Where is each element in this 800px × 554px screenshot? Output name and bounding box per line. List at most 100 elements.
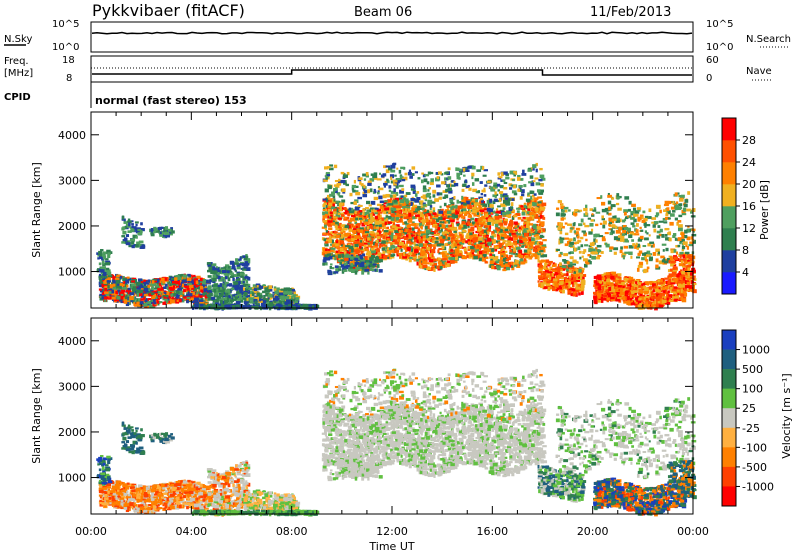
power-cell — [107, 270, 111, 274]
power-cell — [293, 295, 298, 299]
power-cell — [398, 235, 402, 238]
power-cell — [508, 187, 513, 190]
power-cell — [159, 301, 163, 304]
power-cell — [135, 223, 138, 227]
power-cell — [381, 209, 386, 213]
power-cell — [267, 303, 270, 306]
power-cell — [352, 215, 357, 219]
power-cell — [427, 189, 430, 192]
power-cell — [99, 293, 105, 296]
power-cell — [337, 209, 342, 212]
power-cell — [216, 275, 219, 279]
power-cell — [334, 189, 338, 194]
power-cell — [414, 216, 418, 219]
power-cell — [410, 214, 414, 217]
power-cell — [105, 267, 110, 272]
power-cell — [420, 225, 423, 230]
power-cell — [254, 300, 257, 305]
power-cell — [454, 254, 457, 257]
power-cell — [336, 182, 342, 186]
power-cell — [187, 291, 190, 295]
power-cell — [127, 287, 131, 291]
power-cell — [536, 204, 540, 208]
power-cell — [211, 296, 216, 300]
power-cell — [229, 276, 234, 279]
power-cell — [397, 245, 403, 248]
power-cell — [322, 232, 327, 235]
power-cell — [534, 251, 540, 255]
power-cell — [360, 240, 363, 243]
power-cell — [422, 188, 427, 193]
power-cell — [450, 243, 455, 248]
power-cell — [370, 246, 374, 249]
power-cell — [162, 294, 167, 298]
power-cell — [417, 205, 422, 210]
power-cell — [374, 207, 379, 210]
power-cell — [468, 255, 472, 259]
power-cell — [410, 184, 416, 188]
power-cell — [146, 298, 150, 302]
power-cell — [355, 217, 360, 221]
power-cell — [166, 280, 169, 283]
power-cell — [143, 296, 146, 300]
power-cell — [330, 214, 333, 218]
power-cell — [167, 289, 171, 292]
power-cell — [160, 226, 164, 230]
power-cell — [513, 240, 516, 243]
power-cell — [526, 245, 530, 249]
power-cell — [397, 236, 401, 240]
power-cell — [154, 287, 158, 290]
power-cell — [99, 253, 103, 257]
power-cell — [326, 198, 329, 201]
power-cell — [405, 216, 410, 220]
power-cell — [504, 212, 510, 215]
power-cell — [507, 197, 511, 202]
power-cell — [478, 196, 484, 200]
power-cell — [371, 211, 375, 215]
power-cell — [398, 252, 403, 256]
power-cell — [130, 220, 134, 223]
power-cell — [407, 229, 411, 233]
power-cell — [433, 258, 437, 262]
power-cell — [393, 188, 396, 193]
power-cell — [531, 180, 535, 184]
power-cell — [227, 266, 230, 269]
power-cell — [405, 228, 410, 233]
power-cell — [522, 169, 525, 174]
power-cell — [114, 277, 120, 282]
power-cell — [498, 176, 503, 179]
power-cell — [513, 214, 518, 218]
power-cell — [164, 283, 168, 287]
power-cell — [239, 272, 243, 277]
power-cell — [334, 224, 338, 228]
power-cell — [178, 298, 182, 303]
power-cell — [262, 290, 266, 294]
power-cell — [440, 252, 445, 255]
power-cell — [363, 211, 368, 216]
power-cell — [282, 301, 287, 305]
power-cell — [225, 292, 229, 296]
power-cell — [253, 288, 257, 292]
power-cell — [191, 300, 195, 304]
power-cell — [169, 299, 175, 304]
power-cell — [531, 194, 535, 198]
power-cell — [403, 210, 408, 214]
power-cell — [469, 209, 472, 214]
power-cell — [501, 252, 506, 256]
power-cell — [497, 250, 502, 254]
power-cell — [235, 294, 239, 298]
power-cell — [429, 239, 433, 243]
power-cell — [351, 214, 356, 218]
power-cell — [535, 229, 538, 233]
power-cell — [404, 243, 408, 247]
power-cell — [276, 300, 280, 303]
power-cell — [366, 225, 370, 230]
power-cell — [487, 231, 490, 235]
power-cell — [490, 258, 493, 262]
power-cell — [365, 215, 369, 219]
power-cell — [412, 216, 416, 220]
power-cell — [499, 214, 503, 219]
power-cell — [332, 211, 337, 215]
power-cell — [134, 221, 139, 224]
power-cell — [507, 256, 511, 261]
